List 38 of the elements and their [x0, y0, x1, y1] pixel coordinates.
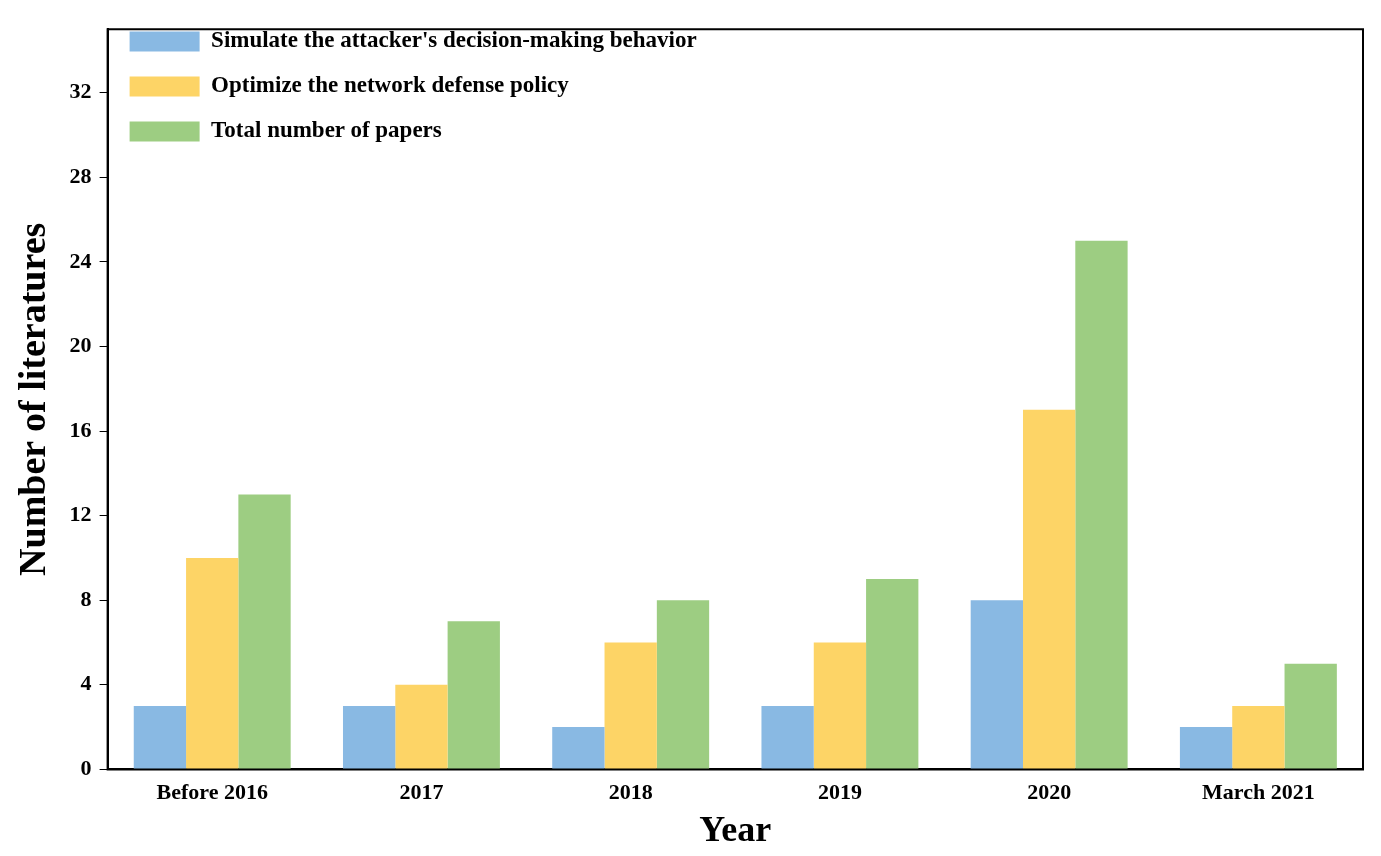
x-tick-label: 2020: [1027, 779, 1072, 805]
bar: [447, 621, 500, 769]
bar: [866, 579, 919, 769]
y-axis-title: Number of literatures: [10, 222, 53, 576]
y-tick-label: 16: [69, 416, 92, 442]
bar: [1075, 240, 1128, 769]
bar: [656, 600, 710, 769]
bar: [970, 600, 1023, 769]
legend-label: Optimize the network defense policy: [211, 72, 570, 98]
bar: [395, 684, 448, 769]
bar: [813, 642, 867, 769]
bar: [342, 705, 396, 769]
bar: [1284, 663, 1337, 769]
bar: [238, 494, 291, 769]
x-tick-label: March 2021: [1202, 779, 1315, 805]
legend-label: Total number of papers: [211, 117, 442, 143]
y-tick-label: 32: [69, 78, 92, 104]
y-tick-label: 4: [80, 670, 92, 696]
x-tick-label: 2017: [399, 779, 444, 805]
y-tick-label: 12: [69, 501, 92, 527]
y-tick-label: 24: [69, 247, 92, 273]
x-tick-label: 2019: [817, 779, 862, 805]
bar: [186, 557, 239, 769]
y-tick-label: 8: [80, 585, 92, 611]
y-tick-label: 0: [80, 755, 92, 781]
x-axis-title: Year: [699, 808, 772, 849]
y-tick-label: 20: [69, 332, 92, 358]
bar: [1232, 705, 1285, 769]
bar: [552, 727, 605, 769]
bar: [761, 705, 814, 769]
x-tick-label: 2018: [608, 779, 653, 805]
bar: [133, 705, 187, 769]
y-tick-label: 28: [69, 162, 92, 188]
legend-label: Simulate the attacker's decision-making behavior: [211, 27, 697, 53]
bar: [1023, 409, 1076, 769]
bar: [604, 642, 657, 769]
bar: [1179, 727, 1233, 769]
x-tick-label: Before 2016: [156, 779, 268, 805]
